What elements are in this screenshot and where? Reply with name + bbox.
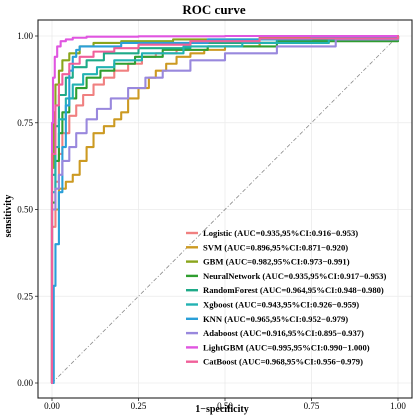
y-tick-label: 1.00	[17, 31, 33, 41]
legend: Logistic (AUC=0.935,95%CI:0.916−0.953) SV…	[186, 228, 386, 367]
roc-curve-randomforest	[50, 34, 400, 385]
legend-label-gbm: GBM (AUC=0.982,95%CI:0.973−0.991)	[203, 257, 350, 267]
legend-label-svm: SVM (AUC=0.896,95%CI:0.871−0.920)	[203, 242, 348, 252]
y-tick-label: 0.75	[17, 118, 33, 128]
x-tick-label: 0.25	[131, 401, 147, 411]
legend-label-randomforest: RandomForest (AUC=0.964,95%CI:0.948−0.98…	[203, 285, 384, 295]
x-tick-label: 0.75	[304, 401, 320, 411]
y-tick-label: 0.00	[17, 378, 33, 388]
legend-label-adaboost: Adaboost (AUC=0.916,95%CI:0.895−0.937)	[203, 328, 364, 338]
legend-label-catboost: CatBoost (AUC=0.968,95%CI:0.956−0.979)	[203, 357, 363, 367]
y-axis-ticks: 0.00 0.25 0.50 0.75 1.00	[17, 31, 38, 388]
legend-label-xgboost: Xgboost (AUC=0.943,95%CI:0.926−0.959)	[203, 300, 359, 310]
roc-curve-adaboost	[50, 34, 400, 385]
y-tick-label: 0.25	[17, 291, 33, 301]
roc-curve-xgboost	[50, 34, 400, 385]
y-tick-label: 0.50	[17, 205, 33, 215]
chart-title: ROC curve	[182, 2, 245, 17]
roc-curve-catboost	[50, 34, 400, 385]
x-axis-title: 1−specificity	[195, 404, 248, 415]
roc-curve-lightgbm	[50, 34, 400, 385]
reference-diagonal-line	[51, 35, 399, 384]
x-tick-label: 1.00	[390, 401, 406, 411]
legend-label-logistic: Logistic (AUC=0.935,95%CI:0.916−0.953)	[203, 228, 358, 238]
roc-curve-svm	[50, 34, 400, 385]
x-tick-label: 0.50	[217, 401, 233, 411]
legend-label-neuralnetwork: NeuralNetwork (AUC=0.935,95%CI:0.917−0.9…	[203, 271, 386, 281]
x-axis-ticks: 0.00 0.25 0.50 0.75 1.00	[44, 398, 406, 411]
legend-label-knn: KNN (AUC=0.965,95%CI:0.952−0.979)	[203, 314, 348, 324]
legend-label-lightgbm: LightGBM (AUC=0.995,95%CI:0.990−1.000)	[203, 342, 370, 352]
y-axis-title: sensitivity	[3, 195, 14, 238]
x-tick-label: 0.00	[44, 401, 60, 411]
roc-curves	[50, 34, 400, 385]
